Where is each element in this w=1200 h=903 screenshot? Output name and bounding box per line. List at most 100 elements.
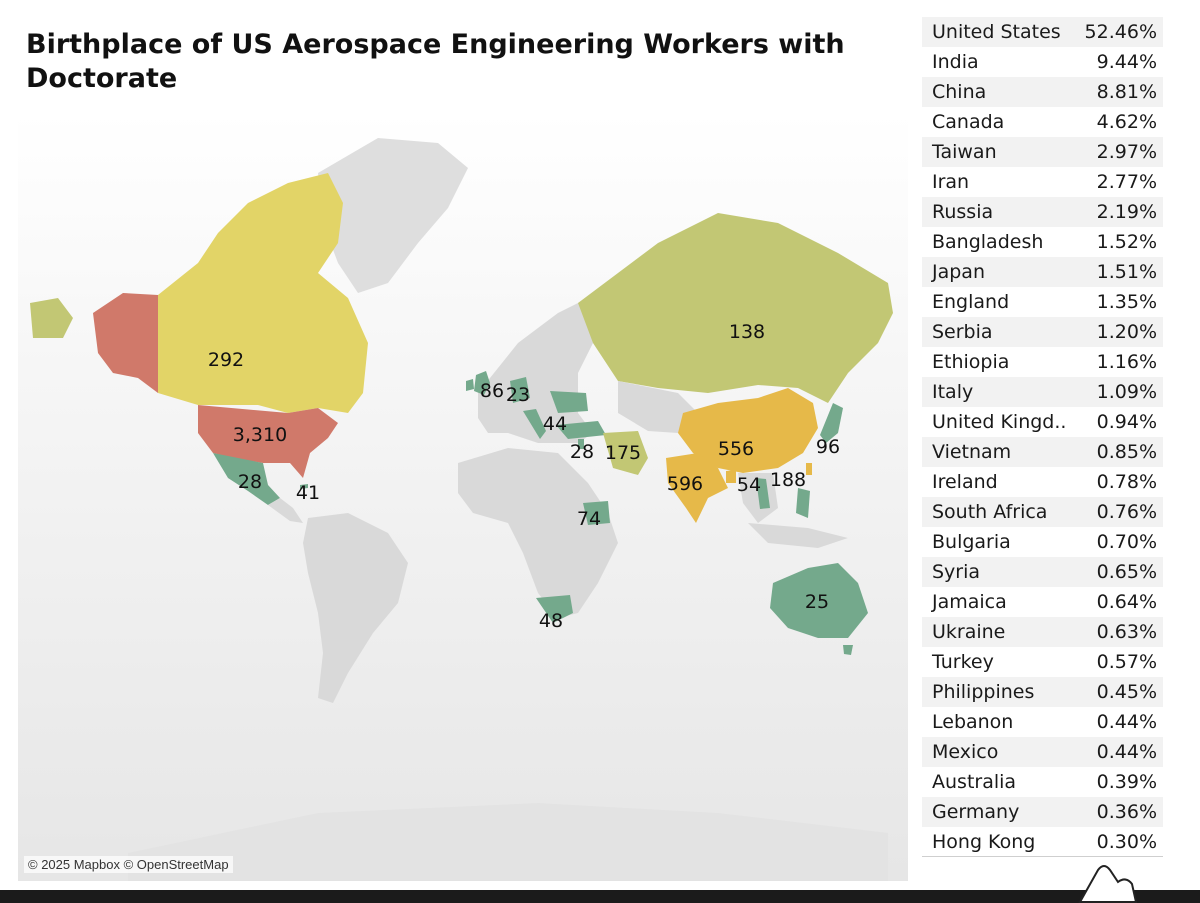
country-percentage: 0.45% (1096, 681, 1157, 703)
iran-shape[interactable] (603, 431, 648, 475)
country-name: Jamaica (932, 591, 1007, 613)
country-percentage: 1.52% (1096, 231, 1157, 253)
map-label-italy: 44 (542, 413, 568, 435)
country-percentage: 8.81% (1096, 81, 1157, 103)
table-row[interactable]: Taiwan 2.97% (922, 137, 1163, 167)
table-row[interactable]: South Africa 0.76% (922, 497, 1163, 527)
table-row[interactable]: Syria 0.65% (922, 557, 1163, 587)
country-percentage: 1.20% (1096, 321, 1157, 343)
table-row[interactable]: Germany 0.36% (922, 797, 1163, 827)
india-shape[interactable] (666, 453, 728, 523)
map-canvas (30, 138, 893, 881)
ethiopia-shape[interactable] (583, 501, 610, 525)
south-america-shape (303, 513, 408, 703)
table-row[interactable]: Russia 2.19% (922, 197, 1163, 227)
bottom-bar (0, 890, 1200, 903)
taiwan-shape[interactable] (806, 463, 812, 475)
country-name: United Kingd.. (932, 411, 1067, 433)
country-name: Bulgaria (932, 531, 1011, 553)
country-name: China (932, 81, 987, 103)
map-label-united-states: 3,310 (232, 424, 288, 446)
map-label-jamaica: 41 (295, 482, 321, 504)
table-row[interactable]: Iran 2.77% (922, 167, 1163, 197)
country-percentage: 1.51% (1096, 261, 1157, 283)
philippines-shape[interactable] (796, 488, 810, 518)
table-row[interactable]: Mexico 0.44% (922, 737, 1163, 767)
canada-shape[interactable] (158, 173, 368, 413)
country-percentage: 2.19% (1096, 201, 1157, 223)
antarctica-shape (128, 803, 888, 881)
table-row[interactable]: Philippines 0.45% (922, 677, 1163, 707)
germany-shape[interactable] (510, 377, 530, 403)
table-row[interactable]: Ethiopia 1.16% (922, 347, 1163, 377)
table-row[interactable]: Japan 1.51% (922, 257, 1163, 287)
greenland-shape (318, 138, 468, 293)
far-east-russia-shape[interactable] (30, 298, 73, 338)
italy-shape[interactable] (523, 409, 546, 439)
table-row[interactable]: Ukraine 0.63% (922, 617, 1163, 647)
country-percentage-table: United States 52.46% India 9.44% China 8.81% C… (922, 17, 1163, 857)
ireland-shape[interactable] (466, 379, 474, 391)
table-row[interactable]: Vietnam 0.85% (922, 437, 1163, 467)
map-label-russia: 138 (728, 321, 766, 343)
table-row[interactable]: Jamaica 0.64% (922, 587, 1163, 617)
table-row[interactable]: Serbia 1.20% (922, 317, 1163, 347)
map-attribution[interactable]: © 2025 Mapbox © OpenStreetMap (24, 856, 233, 873)
country-name: Russia (932, 201, 994, 223)
country-name: Philippines (932, 681, 1035, 703)
vietnam-shape[interactable] (756, 478, 770, 509)
south-africa-shape[interactable] (536, 595, 573, 623)
country-percentage: 0.63% (1096, 621, 1157, 643)
japan-shape[interactable] (820, 403, 843, 443)
country-percentage: 0.85% (1096, 441, 1157, 463)
table-row[interactable]: Italy 1.09% (922, 377, 1163, 407)
table-row[interactable]: Canada 4.62% (922, 107, 1163, 137)
table-row[interactable]: England 1.35% (922, 287, 1163, 317)
table-row[interactable]: United States 52.46% (922, 17, 1163, 47)
africa-shape (458, 448, 618, 618)
bangladesh-shape[interactable] (726, 470, 736, 483)
country-name: Japan (932, 261, 985, 283)
russia-shape[interactable] (578, 213, 893, 403)
table-row[interactable]: Bangladesh 1.52% (922, 227, 1163, 257)
table-row[interactable]: Lebanon 0.44% (922, 707, 1163, 737)
country-name: Hong Kong (932, 830, 1036, 853)
country-name: Germany (932, 801, 1020, 823)
country-name: Canada (932, 111, 1005, 133)
country-name: Bangladesh (932, 231, 1044, 253)
country-name: United States (932, 21, 1061, 43)
central-asia-shape (618, 381, 698, 433)
table-row[interactable]: Bulgaria 0.70% (922, 527, 1163, 557)
tasmania-shape[interactable] (843, 645, 853, 655)
alaska-shape[interactable] (93, 293, 158, 393)
country-percentage: 0.78% (1096, 471, 1157, 493)
mexico-shape[interactable] (213, 453, 280, 505)
table-row[interactable]: Australia 0.39% (922, 767, 1163, 797)
country-name: Italy (932, 381, 974, 403)
table-row[interactable]: Hong Kong 0.30% (922, 827, 1163, 857)
country-name: Turkey (932, 651, 994, 673)
table-row[interactable]: United Kingd.. 0.94% (922, 407, 1163, 437)
uk-shape[interactable] (474, 371, 490, 395)
table-row[interactable]: Turkey 0.57% (922, 647, 1163, 677)
ukraine-shape[interactable] (550, 391, 588, 413)
lebanon-shape[interactable] (578, 439, 584, 449)
table-row[interactable]: India 9.44% (922, 47, 1163, 77)
usa-shape[interactable] (198, 405, 338, 478)
country-percentage: 1.16% (1096, 351, 1157, 373)
australia-shape[interactable] (770, 563, 868, 638)
country-percentage: 1.35% (1096, 291, 1157, 313)
country-name: Syria (932, 561, 981, 583)
turkey-shape[interactable] (556, 421, 606, 439)
country-name: England (932, 291, 1010, 313)
country-name: Serbia (932, 321, 993, 343)
table-row[interactable]: China 8.81% (922, 77, 1163, 107)
jamaica-shape[interactable] (300, 484, 308, 489)
country-percentage: 0.65% (1096, 561, 1157, 583)
map-label-australia: 25 (804, 591, 830, 613)
world-map[interactable]: 3,310 596 556 292 188 175 138 96 86 74 54 48 44 41 28 2… (18, 113, 908, 881)
table-row[interactable]: Ireland 0.78% (922, 467, 1163, 497)
country-percentage: 0.39% (1096, 771, 1157, 793)
china-shape[interactable] (678, 388, 818, 473)
country-name: Iran (932, 171, 970, 193)
